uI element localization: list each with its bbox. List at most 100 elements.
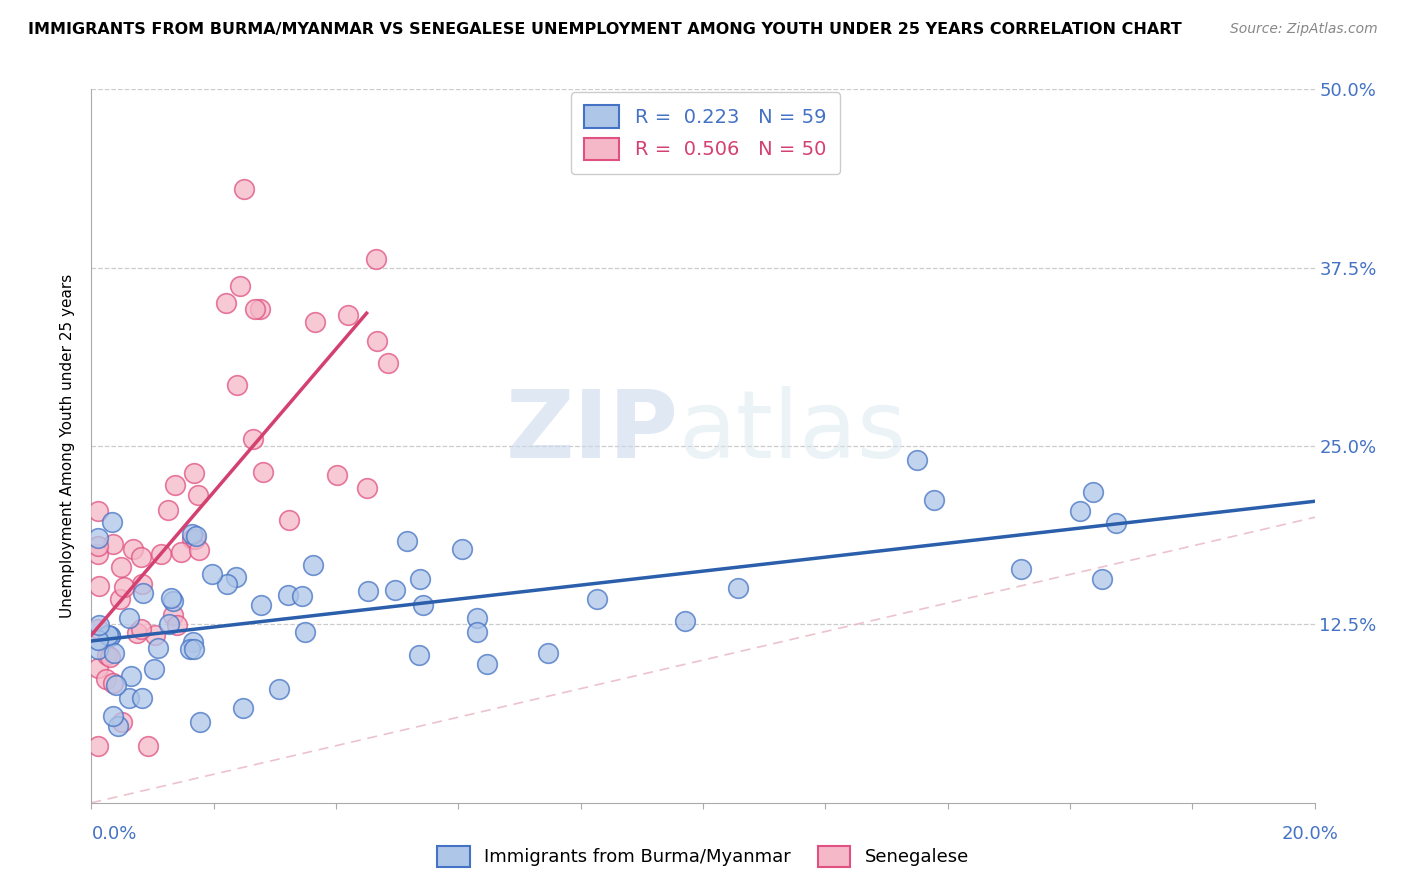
Text: ZIP: ZIP [506, 385, 679, 478]
Point [301, 558, 323, 572]
Point [86, 642, 108, 657]
Text: 20.0%: 20.0% [1282, 825, 1339, 843]
Point [188, 543, 211, 558]
Point [98, 629, 121, 643]
Text: Source: ZipAtlas.com: Source: ZipAtlas.com [1230, 22, 1378, 37]
Point [120, 669, 142, 683]
Point [326, 468, 349, 483]
Point [86, 548, 108, 562]
Point [132, 586, 155, 600]
Point [1081, 485, 1104, 500]
Point [184, 529, 207, 543]
Point [118, 690, 141, 705]
Point [86, 739, 108, 753]
Point [1069, 503, 1091, 517]
Point [101, 515, 124, 529]
Point [129, 622, 152, 636]
Point [110, 592, 132, 607]
Point [278, 513, 301, 527]
Point [179, 641, 201, 656]
Point [104, 678, 127, 692]
Point [101, 537, 124, 551]
Point [249, 598, 271, 612]
Point [366, 334, 388, 349]
Point [94, 672, 117, 686]
Point [112, 580, 135, 594]
Point [356, 481, 378, 495]
Point [252, 465, 274, 479]
Text: 0.0%: 0.0% [91, 825, 136, 843]
Point [249, 301, 271, 316]
Point [336, 308, 359, 322]
Point [131, 690, 153, 705]
Point [97, 628, 120, 642]
Point [170, 544, 193, 558]
Point [451, 542, 474, 557]
Point [136, 739, 159, 753]
Point [408, 648, 430, 662]
Point [96, 648, 118, 662]
Point [187, 488, 209, 502]
Point [477, 657, 499, 672]
Point [465, 624, 488, 639]
Point [86, 504, 108, 518]
Point [86, 622, 108, 636]
Point [131, 577, 153, 591]
Point [118, 610, 141, 624]
Point [924, 492, 946, 507]
Point [294, 624, 316, 639]
Point [215, 296, 238, 310]
Point [143, 628, 166, 642]
Point [103, 646, 125, 660]
Point [225, 570, 247, 584]
Point [180, 526, 202, 541]
Point [125, 626, 148, 640]
Point [184, 532, 207, 546]
Point [148, 641, 170, 656]
Point [111, 715, 134, 730]
Point [201, 567, 224, 582]
Point [86, 661, 108, 675]
Point [229, 279, 252, 293]
Point [233, 182, 256, 196]
Point [905, 453, 928, 467]
Point [291, 589, 314, 603]
Point [181, 532, 204, 546]
Point [673, 615, 696, 629]
Point [129, 550, 152, 565]
Text: atlas: atlas [679, 385, 907, 478]
Point [357, 584, 380, 599]
Point [101, 675, 124, 690]
Text: IMMIGRANTS FROM BURMA/MYANMAR VS SENEGALESE UNEMPLOYMENT AMONG YOUTH UNDER 25 YE: IMMIGRANTS FROM BURMA/MYANMAR VS SENEGAL… [28, 22, 1182, 37]
Point [304, 315, 326, 329]
Point [156, 503, 179, 517]
Y-axis label: Unemployment Among Youth under 25 years: Unemployment Among Youth under 25 years [60, 274, 76, 618]
Point [166, 618, 188, 632]
Point [142, 662, 165, 676]
Point [87, 617, 110, 632]
Point [86, 632, 108, 647]
Point [277, 588, 299, 602]
Legend: Immigrants from Burma/Myanmar, Senegalese: Immigrants from Burma/Myanmar, Senegales… [430, 838, 976, 874]
Point [395, 534, 418, 549]
Point [465, 611, 488, 625]
Point [377, 356, 399, 370]
Point [181, 634, 204, 648]
Point [537, 646, 560, 660]
Point [1105, 516, 1128, 530]
Point [162, 608, 184, 623]
Point [87, 531, 110, 545]
Point [122, 541, 145, 556]
Point [160, 591, 183, 605]
Point [364, 252, 387, 266]
Point [162, 593, 184, 607]
Point [226, 378, 249, 392]
Point [242, 432, 264, 446]
Point [586, 592, 609, 607]
Point [86, 539, 108, 553]
Point [183, 466, 205, 480]
Point [183, 641, 205, 656]
Point [98, 629, 121, 643]
Point [150, 547, 173, 561]
Point [269, 682, 291, 697]
